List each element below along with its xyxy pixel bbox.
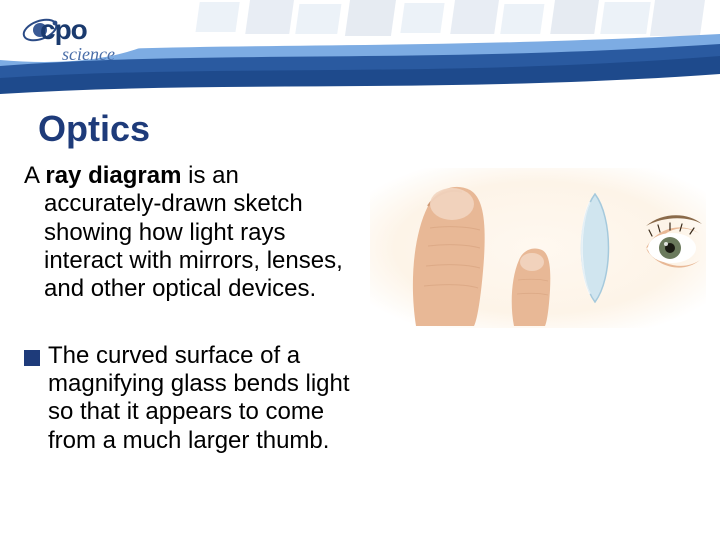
para1-term: ray diagram [45,162,181,189]
paragraph-magnifying: The curved surface of a magnifying glass… [24,342,354,455]
slide-title: Optics [38,108,150,150]
small-thumb-icon [512,248,551,326]
logo-cpo-text: cpo [40,14,87,46]
logo: cpo science [18,14,158,70]
lens-icon [582,194,609,302]
eye-icon [646,215,702,267]
slide-title-text: Optics [38,108,150,149]
square-bullet-icon [24,350,40,366]
body-text-column: A ray diagram is an accurately-drawn ske… [24,162,354,455]
para1-lead: A [24,162,45,189]
large-thumb-icon [413,187,485,326]
para2-text: The curved surface of a magnifying glass… [48,342,354,455]
illustration-thumb-lens-eye [370,168,706,328]
logo-science-text: science [62,44,115,65]
header-band: cpo science [0,0,720,98]
paragraph-ray-diagram: A ray diagram is an accurately-drawn ske… [44,162,354,304]
